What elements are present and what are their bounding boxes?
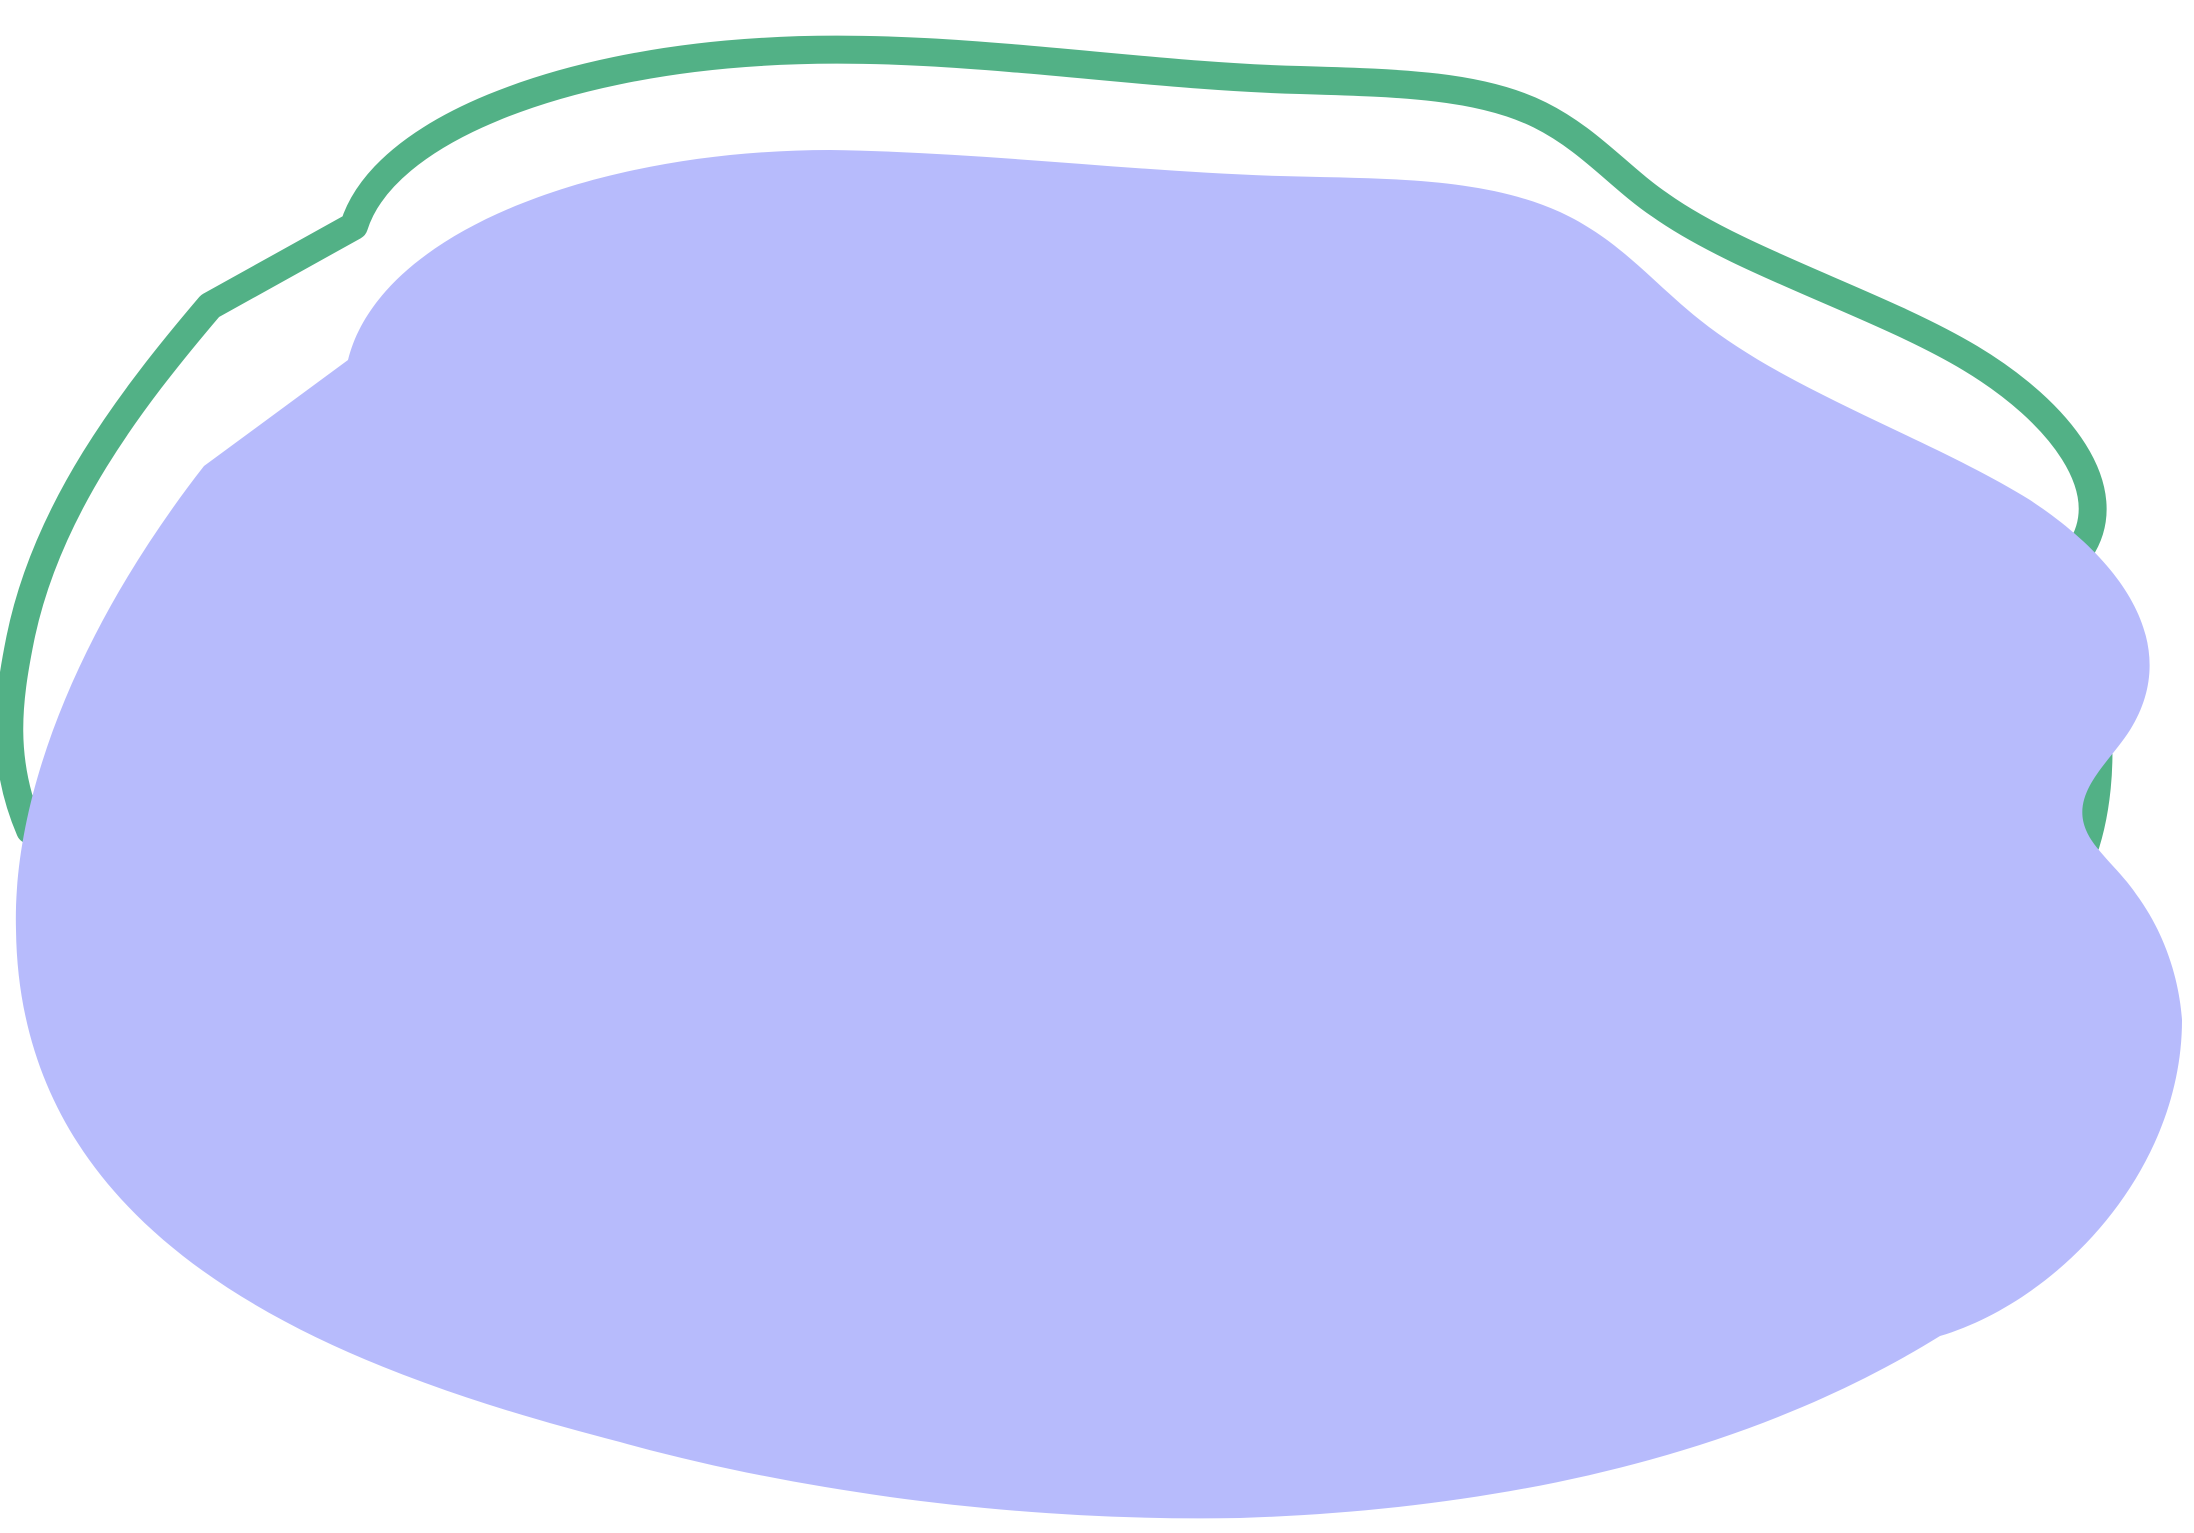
filled-blob-shape — [15, 150, 2183, 1519]
outline-blob-shape — [0, 35, 2113, 874]
